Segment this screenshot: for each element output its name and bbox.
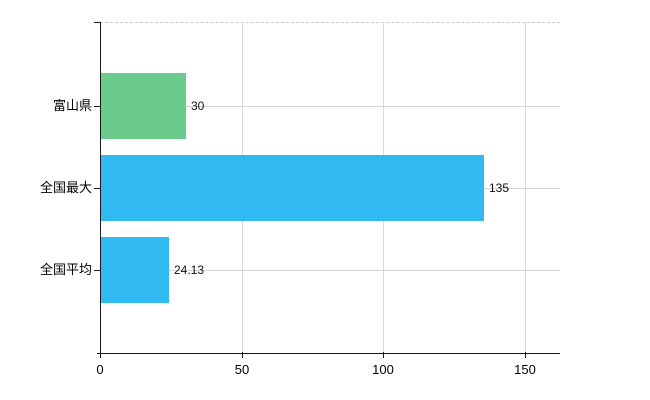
x-axis-line: [97, 353, 560, 354]
bar: [101, 73, 186, 139]
category-label: 全国平均: [39, 262, 92, 277]
x-axis-tick: [242, 352, 243, 358]
x-tick-label: 0: [96, 362, 104, 377]
plot-top-border: [100, 22, 560, 23]
category-label: 富山県: [52, 98, 92, 113]
x-tick-label: 50: [234, 362, 250, 377]
bar: [101, 155, 484, 221]
x-tick-label: 100: [372, 362, 394, 377]
y-axis-line: [100, 22, 101, 353]
x-axis-tick: [100, 352, 101, 358]
gridline-h: [100, 106, 560, 107]
y-axis-top-tick: [94, 22, 100, 23]
value-label: 24.13: [174, 263, 205, 277]
value-label: 135: [489, 181, 510, 195]
category-label: 全国最大: [39, 180, 92, 195]
y-axis-tick: [94, 270, 100, 271]
value-label: 30: [191, 99, 205, 113]
gridline-v: [525, 22, 526, 353]
x-axis-tick: [383, 352, 384, 358]
gridline-h: [100, 270, 560, 271]
y-axis-tick: [94, 106, 100, 107]
x-tick-label: 150: [514, 362, 536, 377]
y-axis-tick: [94, 188, 100, 189]
x-axis-tick: [525, 352, 526, 358]
bar: [101, 237, 169, 303]
